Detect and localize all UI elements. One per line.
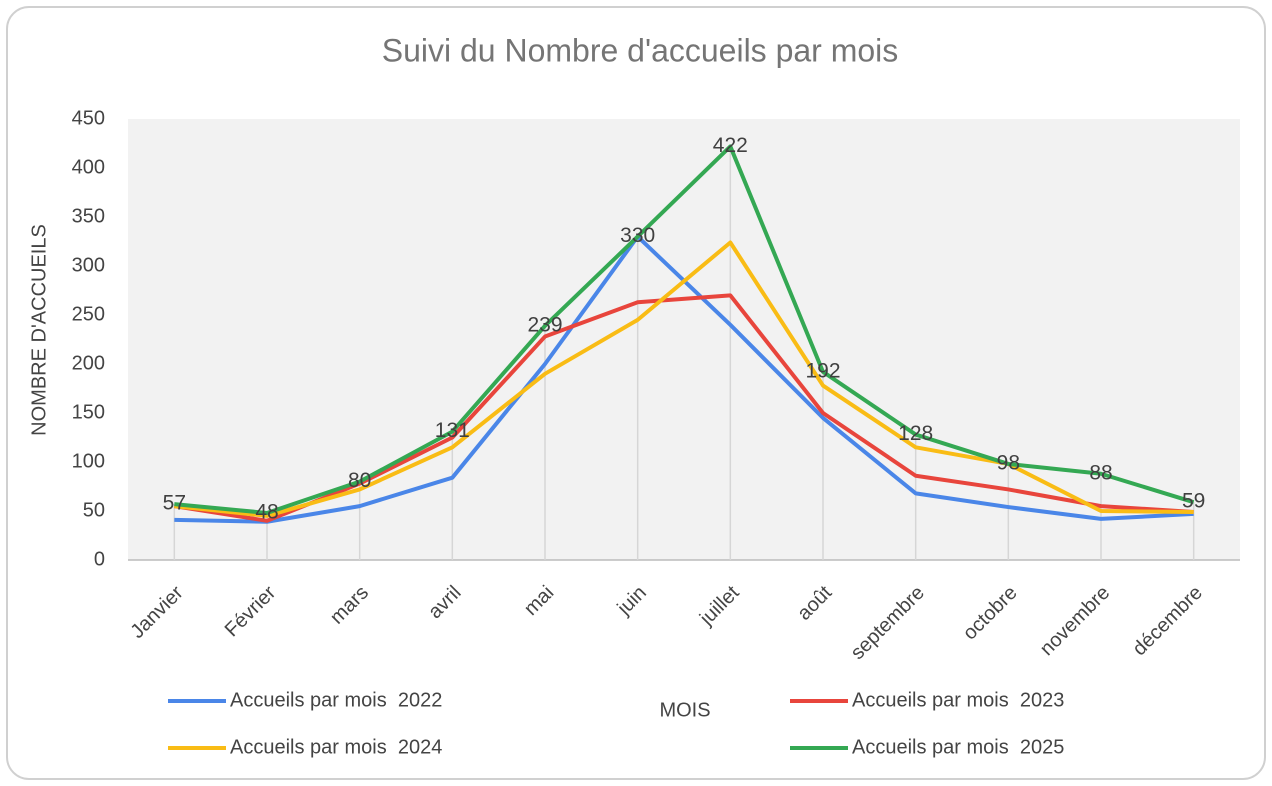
y-axis-label: NOMBRE D'ACCUEILS xyxy=(28,224,50,436)
data-label: 131 xyxy=(435,419,470,442)
legend-label: Accueils par mois 2023 xyxy=(852,689,1064,711)
data-label: 422 xyxy=(713,134,748,157)
legend-label: Accueils par mois 2024 xyxy=(230,736,442,758)
x-axis-label: MOIS xyxy=(659,699,710,721)
data-label: 330 xyxy=(620,224,655,247)
y-tick-label: 400 xyxy=(72,156,105,178)
data-label: 80 xyxy=(348,469,371,492)
data-label: 98 xyxy=(997,452,1020,475)
series-line xyxy=(174,144,1195,515)
y-tick-label: 350 xyxy=(72,205,105,227)
legend-label: Accueils par mois 2022 xyxy=(230,689,442,711)
y-tick-label: 200 xyxy=(72,352,105,374)
data-label: 239 xyxy=(527,313,562,336)
series-line xyxy=(174,240,1194,518)
data-label: 57 xyxy=(163,492,186,515)
series-line xyxy=(174,293,1194,523)
plot-area xyxy=(128,119,1240,560)
y-tick-label: 300 xyxy=(72,254,105,276)
data-label: 128 xyxy=(898,422,933,445)
legend-label: Accueils par mois 2025 xyxy=(852,736,1064,758)
y-tick-label: 150 xyxy=(72,401,105,423)
chart-title: Suivi du Nombre d'accueils par mois xyxy=(382,32,899,68)
y-tick-label: 50 xyxy=(83,499,105,521)
data-label: 48 xyxy=(255,501,278,524)
y-tick-label: 0 xyxy=(94,548,105,570)
data-label: 59 xyxy=(1182,490,1205,513)
data-label: 192 xyxy=(805,359,840,382)
y-tick-label: 100 xyxy=(72,450,105,472)
y-tick-label: 450 xyxy=(72,107,105,129)
data-label: 88 xyxy=(1089,461,1112,484)
y-tick-label: 250 xyxy=(72,303,105,325)
